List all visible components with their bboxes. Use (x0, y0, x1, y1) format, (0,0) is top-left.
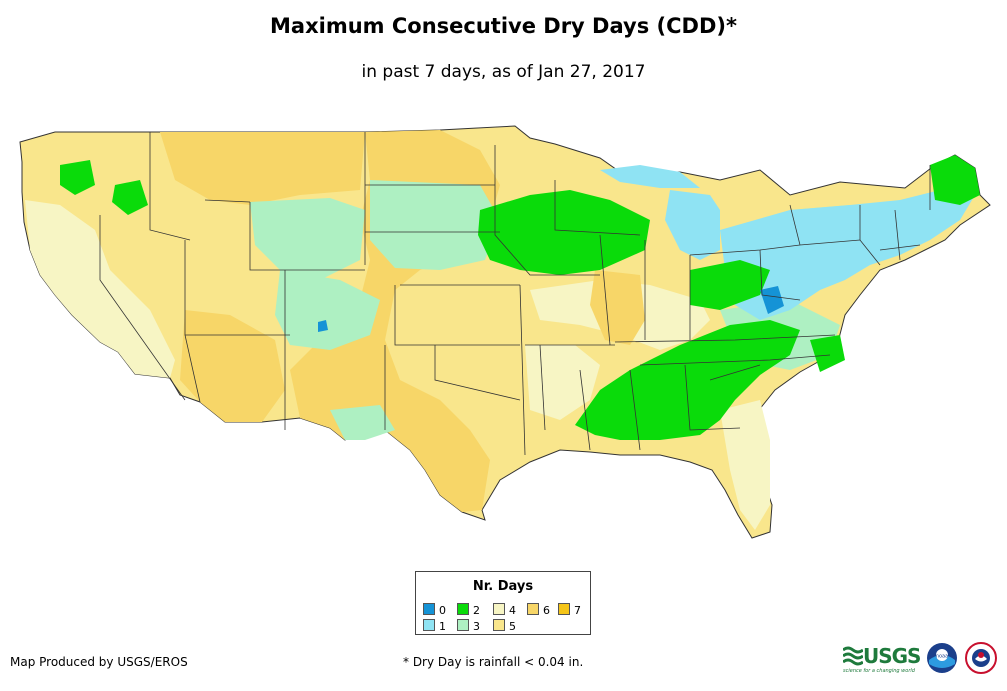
legend: Nr. Days 0 1 2 3 4 5 6 7 (415, 571, 591, 635)
map-subtitle: in past 7 days, as of Jan 27, 2017 (361, 62, 646, 82)
region-cdd-2-corn-belt (478, 190, 650, 275)
legend-item: 2 (457, 603, 480, 617)
region-cdd-2-pacific-nw (60, 160, 95, 195)
nws-logo-icon (965, 642, 997, 674)
legend-item: 5 (493, 619, 516, 633)
region-cdd-3-texas-west (330, 405, 395, 440)
region-cdd-1-michigan (665, 190, 720, 260)
region-cdd-1-northeast (720, 190, 975, 320)
region-cdd-6-montana (160, 132, 365, 205)
region-cdd-0-west-virginia (760, 286, 784, 314)
legend-swatch (457, 603, 469, 615)
state-boundaries (99, 132, 931, 456)
legend-swatch (423, 603, 435, 615)
region-cdd-4-southeast-coast (720, 400, 770, 530)
legend-label: 4 (509, 604, 516, 617)
legend-label: 3 (473, 620, 480, 633)
credit-text: Map Produced by USGS/EROS (10, 655, 188, 669)
legend-label: 7 (574, 604, 581, 617)
dry-day-footnote: * Dry Day is rainfall < 0.04 in. (403, 655, 584, 669)
region-cdd-2-idaho (112, 180, 148, 215)
legend-title: Nr. Days (472, 579, 534, 594)
region-cdd-4-mississippi (525, 345, 600, 420)
region-cdd-3-dakotas (370, 180, 500, 270)
region-cdd-2-southeast (575, 320, 800, 440)
region-cdd-2-ohio-valley (690, 260, 770, 310)
legend-item: 7 (558, 603, 581, 617)
usgs-logo-text: USGS (863, 644, 921, 668)
legend-label: 1 (439, 620, 446, 633)
legend-item: 4 (493, 603, 516, 617)
agency-logos: USGS science for a changing world noaa (842, 640, 1001, 676)
legend-item: 1 (423, 619, 446, 633)
region-cdd-0-colorado (318, 320, 328, 332)
region-cdd-6-arizona (180, 310, 285, 422)
conus-outline (19, 125, 991, 539)
legend-item: 3 (457, 619, 480, 633)
legend-swatch (493, 619, 505, 631)
region-cdd-6-illinois (590, 270, 645, 345)
legend-label: 0 (439, 604, 446, 617)
region-cdd-2-maine (930, 155, 980, 205)
legend-label: 5 (509, 620, 516, 633)
legend-swatch (527, 603, 539, 615)
noaa-logo-icon: noaa (927, 643, 957, 673)
us-dry-days-map (0, 110, 1007, 560)
legend-label: 6 (543, 604, 550, 617)
svg-text:noaa: noaa (936, 654, 948, 660)
region-cdd-2-carolinas (810, 335, 845, 372)
legend-label: 2 (473, 604, 480, 617)
region-cdd-1-michigan-up (600, 165, 700, 188)
legend-swatch (493, 603, 505, 615)
legend-item: 0 (423, 603, 446, 617)
usgs-logo-icon: USGS (842, 644, 921, 668)
legend-swatch (423, 619, 435, 631)
region-cdd-3-colorado (275, 270, 380, 350)
region-cdd-3-wyoming (250, 198, 365, 280)
legend-swatch (558, 603, 570, 615)
legend-item: 6 (527, 603, 550, 617)
usgs-tagline: science for a changing world (843, 668, 915, 674)
legend-swatch (457, 619, 469, 631)
map-title: Maximum Consecutive Dry Days (CDD)* (270, 14, 737, 38)
